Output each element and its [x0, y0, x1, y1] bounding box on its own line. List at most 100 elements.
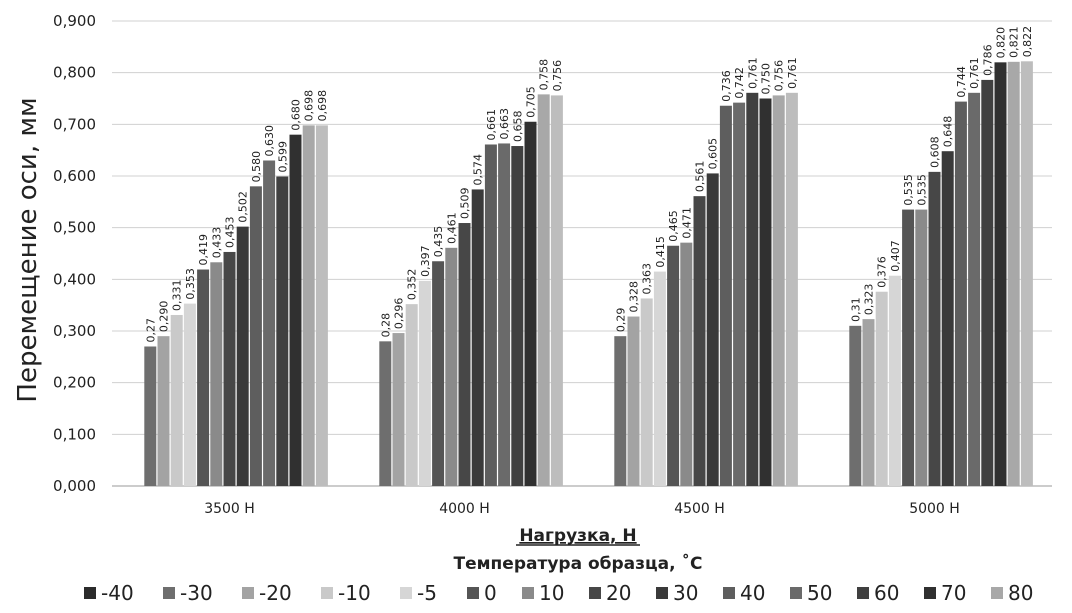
bar [197, 269, 210, 486]
bar [524, 121, 537, 486]
data-label: 0,471 [680, 207, 693, 239]
legend-item: -10 [321, 581, 371, 605]
legend-swatch [84, 587, 96, 599]
bar [614, 336, 627, 486]
data-label: 0,750 [760, 63, 773, 95]
data-label: 0,407 [889, 240, 902, 272]
legend-label: -40 [101, 581, 134, 605]
bar [994, 62, 1007, 486]
bar [785, 92, 798, 487]
data-label: 0,376 [876, 256, 889, 288]
legend-label: 0 [484, 581, 497, 605]
y-tick-label: 0,900 [53, 12, 96, 30]
bar [706, 173, 719, 486]
y-axis-title: Перемещение оси, мм [13, 97, 43, 402]
legend-label: 80 [1008, 581, 1033, 605]
bar [249, 186, 262, 487]
data-label: 0,742 [733, 67, 746, 99]
y-tick-label: 0,400 [53, 270, 96, 288]
legend-swatch [723, 587, 735, 599]
legend-label: -20 [259, 581, 292, 605]
data-label: 0,535 [915, 174, 928, 206]
legend-item: -5 [400, 581, 437, 605]
legend-swatch [467, 587, 479, 599]
bar [1007, 61, 1020, 487]
bar [157, 336, 170, 486]
bar [471, 189, 484, 486]
data-label: 0,756 [773, 60, 786, 92]
bar [223, 251, 236, 486]
data-label: 0,758 [538, 59, 551, 91]
legend-label: 40 [740, 581, 765, 605]
y-tick-labels: 0,000 0,100 0,200 0,300 0,400 0,500 0,600 0,700… [53, 12, 96, 495]
bar [170, 314, 183, 486]
bar [210, 262, 223, 486]
legend-item: -40 [84, 581, 134, 605]
legend-label: 20 [606, 581, 631, 605]
data-label: 0,433 [210, 227, 223, 259]
bar [183, 303, 196, 486]
legend-swatch [163, 587, 175, 599]
bar [392, 333, 405, 486]
data-label: 0,290 [158, 301, 171, 333]
data-label: 0,822 [1021, 26, 1034, 58]
bar [263, 160, 276, 486]
bar [405, 304, 418, 486]
data-label: 0,661 [485, 109, 498, 141]
data-label: 0,599 [276, 141, 289, 173]
y-tick-label: 0,700 [53, 115, 96, 133]
bar [719, 105, 732, 486]
data-label: 0,736 [720, 70, 733, 102]
category-label: 5000 Н [909, 501, 960, 517]
data-label: 0,461 [445, 212, 458, 244]
bar [915, 209, 928, 487]
data-label: 0,353 [184, 268, 197, 300]
data-label: 0,502 [237, 191, 250, 223]
data-label: 0,820 [995, 27, 1008, 59]
data-label: 0,419 [197, 234, 210, 266]
data-label: 0,580 [250, 151, 263, 183]
data-label: 0,31 [849, 297, 862, 322]
bar [759, 98, 772, 486]
data-label: 0,761 [786, 57, 799, 89]
x-axis-title: Нагрузка, Н [519, 526, 636, 546]
bar [653, 271, 666, 486]
bar [888, 275, 901, 486]
legend-item: -20 [242, 581, 292, 605]
bar [733, 102, 746, 486]
data-label: 0,705 [525, 86, 538, 118]
data-label: 0,561 [694, 161, 707, 193]
bar [445, 247, 458, 486]
data-label: 0,509 [459, 188, 472, 220]
bar [680, 242, 693, 486]
bar [1020, 61, 1033, 487]
bar [498, 143, 511, 486]
data-label: 0,574 [472, 154, 485, 186]
bar [875, 291, 888, 486]
bar [862, 319, 875, 486]
legend-item: 10 [522, 581, 564, 605]
legend-swatch [857, 587, 869, 599]
bar [276, 176, 289, 486]
data-label: 0,415 [654, 236, 667, 268]
data-label: 0,761 [746, 57, 759, 89]
legend-label: 50 [807, 581, 832, 605]
category-labels: 3500 Н 4000 Н 4500 Н 5000 Н [204, 501, 960, 517]
bar [418, 280, 431, 486]
data-label: 0,744 [955, 66, 968, 98]
legend-swatch [991, 587, 1003, 599]
legend-label: -30 [180, 581, 213, 605]
y-tick-label: 0,100 [53, 425, 96, 443]
legend-swatch [400, 587, 412, 599]
legend-item: 40 [723, 581, 765, 605]
bar [289, 134, 302, 486]
data-label: 0,28 [379, 313, 392, 338]
data-label: 0,698 [303, 90, 316, 122]
legend-label: 60 [874, 581, 899, 605]
data-label: 0,328 [628, 281, 641, 313]
y-tick-label: 0,200 [53, 374, 96, 392]
bar [902, 209, 915, 487]
legend-swatch [589, 587, 601, 599]
legend-item: -30 [163, 581, 213, 605]
